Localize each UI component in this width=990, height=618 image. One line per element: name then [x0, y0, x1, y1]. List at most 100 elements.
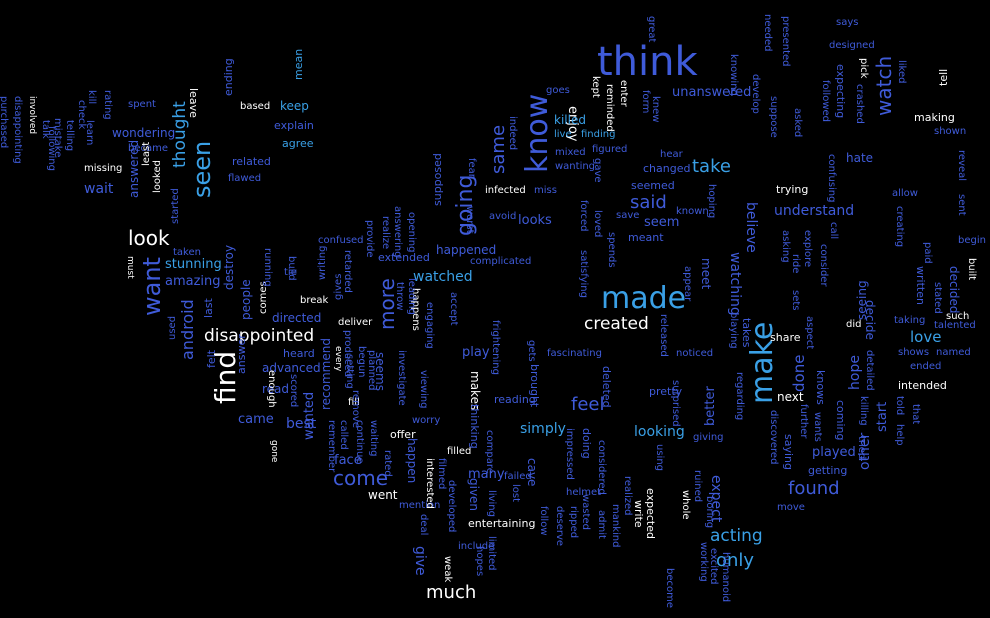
- word-gets: gets: [526, 340, 537, 362]
- word-asking: asking: [780, 230, 791, 263]
- word-share: share: [770, 331, 801, 344]
- word-amazing: amazing: [165, 274, 221, 289]
- word-simply: simply: [520, 421, 566, 437]
- word-discovered: discovered: [768, 410, 779, 465]
- word-wasted: wasted: [580, 494, 591, 530]
- word-built: built: [966, 258, 977, 281]
- word-heard: heard: [283, 347, 315, 360]
- word-worst: worst: [464, 206, 475, 234]
- word-boring: boring: [704, 496, 715, 529]
- word-same: same: [488, 124, 509, 174]
- word-named: named: [936, 347, 971, 358]
- word-deserve: deserve: [554, 506, 565, 547]
- word-loved: loved: [592, 210, 603, 238]
- word-understand: understand: [774, 203, 855, 219]
- word-called: called: [338, 420, 349, 450]
- word-accept: accept: [448, 292, 459, 326]
- word-mixed: mixed: [555, 147, 586, 158]
- word-whole: whole: [680, 490, 691, 520]
- word-seem: seem: [644, 215, 680, 230]
- word-next: next: [777, 390, 804, 404]
- word-killed: killed: [554, 113, 586, 127]
- word-acting: acting: [710, 526, 763, 546]
- word-figured: figured: [592, 144, 628, 155]
- word-answered: answered: [127, 139, 141, 198]
- word-mention: mention: [399, 500, 441, 511]
- word-frightening: frightening: [490, 320, 501, 375]
- word-people: people: [239, 279, 253, 320]
- word-every: every: [333, 346, 343, 372]
- word-kill: kill: [86, 90, 97, 105]
- word-enough: enough: [266, 370, 277, 408]
- word-ride: ride: [790, 254, 801, 274]
- word-based: based: [240, 101, 271, 112]
- word-great: great: [646, 16, 657, 43]
- word-looks: looks: [518, 213, 552, 228]
- word-doing: doing: [580, 428, 593, 459]
- word-created: created: [584, 314, 649, 334]
- word-related: related: [232, 155, 271, 168]
- word-stunning: stunning: [165, 257, 222, 272]
- word-much: much: [426, 582, 477, 603]
- word-tell: tell: [937, 68, 950, 86]
- word-weak: weak: [442, 556, 453, 583]
- word-failed: failed: [504, 471, 532, 482]
- word-mankind: mankind: [610, 504, 621, 548]
- word-gone: gone: [269, 440, 279, 463]
- word-call: call: [828, 222, 839, 240]
- word-that: that: [910, 404, 921, 425]
- word-released: released: [658, 314, 669, 357]
- word-waiting: waiting: [368, 420, 379, 457]
- word-shows: shows: [898, 347, 930, 358]
- word-purchased: purchased: [0, 96, 9, 149]
- word-save: save: [616, 210, 640, 221]
- word-better: better: [703, 386, 718, 426]
- word-watched: watched: [413, 269, 473, 285]
- word-play: play: [462, 345, 490, 360]
- word-saying: saying: [782, 434, 795, 470]
- word-expecting: expecting: [834, 64, 847, 119]
- word-best: best: [286, 416, 317, 432]
- word-spends: spends: [606, 232, 617, 268]
- word-intended: intended: [898, 379, 947, 392]
- word-given: given: [467, 478, 481, 512]
- word-became: became: [128, 143, 169, 154]
- word-wanting: wanting: [555, 161, 596, 172]
- word-expected: expected: [644, 488, 657, 539]
- word-filled: filled: [447, 446, 472, 457]
- word-love: love: [910, 328, 942, 346]
- word-come: come: [333, 466, 389, 490]
- word-known: known: [676, 206, 709, 217]
- word-appear: appear: [682, 266, 693, 302]
- word-leave: leave: [187, 88, 200, 118]
- word-hate: hate: [846, 151, 874, 165]
- word-cave: cave: [525, 458, 539, 487]
- word-meet: meet: [699, 258, 713, 290]
- word-wait: wait: [84, 181, 114, 197]
- word-interested: interested: [424, 458, 435, 509]
- word-giving: giving: [693, 432, 724, 443]
- word-tie: tie: [284, 267, 297, 278]
- word-thinking: thinking: [468, 404, 481, 449]
- word-feel: feel: [571, 394, 605, 415]
- word-looked: looked: [152, 160, 163, 193]
- word-offer: offer: [390, 428, 416, 441]
- word-keep: keep: [280, 99, 309, 113]
- word-believe: believe: [743, 202, 759, 253]
- word-asked: asked: [792, 108, 803, 138]
- word-humanoid: humanoid: [720, 552, 731, 603]
- word-rating: rating: [102, 90, 113, 120]
- word-entertaining: entertaining: [468, 517, 536, 530]
- word-trying: trying: [776, 183, 809, 196]
- word-realized: realized: [622, 476, 633, 516]
- word-following: following: [46, 126, 57, 171]
- word-telling: telling: [64, 120, 75, 152]
- word-throw: throw: [394, 282, 405, 311]
- word-answering: answering: [392, 206, 403, 258]
- word-setting: setting: [344, 354, 355, 389]
- word-deliver: deliver: [338, 317, 373, 328]
- word-live: live: [554, 129, 572, 140]
- word-changed: changed: [643, 162, 691, 175]
- word-talented: talented: [934, 320, 976, 331]
- word-used: used: [167, 315, 178, 340]
